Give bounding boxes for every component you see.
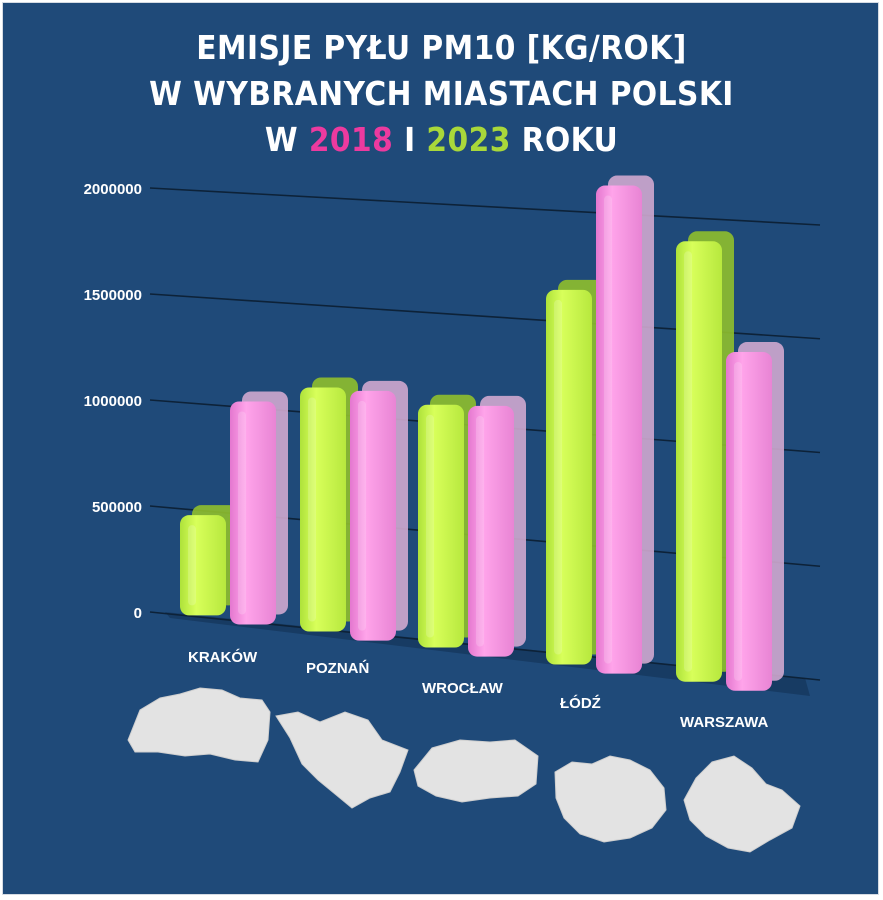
bar-2018 — [596, 175, 654, 674]
bar-2023 — [300, 377, 358, 632]
x-tick-label: POZNAŃ — [306, 660, 369, 677]
x-tick-label: WARSZAWA — [680, 714, 768, 731]
x-tick-label: KRAKÓW — [188, 648, 258, 666]
bars — [180, 175, 784, 691]
bar-2018 — [726, 342, 784, 691]
bar-2023 — [546, 279, 604, 665]
y-tick-label: 500000 — [92, 499, 142, 516]
y-axis-ticks: 0 500000 1000000 1500000 2000000 — [84, 181, 142, 622]
bar-2018 — [350, 380, 408, 641]
title-year-2018: 2018 — [308, 120, 394, 159]
x-tick-label: ŁÓDŹ — [560, 694, 601, 712]
x-tick-label: WROCŁAW — [422, 680, 504, 697]
bar-2023 — [676, 231, 734, 682]
y-tick-label: 1000000 — [84, 393, 142, 410]
y-tick-label: 0 — [134, 605, 142, 622]
title-line-3: W 2018 I 2023 ROKU — [264, 120, 619, 159]
title-line-1: EMISJE PYŁU PM10 [KG/ROK] — [196, 28, 687, 67]
title-year-2023: 2023 — [426, 120, 511, 159]
city-maps — [127, 687, 801, 853]
y-tick-label: 2000000 — [84, 181, 142, 198]
bar-2018 — [230, 391, 288, 625]
y-tick-label: 1500000 — [84, 287, 142, 304]
title-line-2: W WYBRANYCH MIASTACH POLSKI — [149, 74, 734, 113]
warszawa-map-icon — [683, 755, 801, 853]
poznan-map-icon — [275, 711, 409, 809]
bar-2018 — [468, 395, 526, 657]
bar-2023 — [418, 394, 476, 648]
lodz-map-icon — [554, 755, 667, 843]
x-axis-ticks: KRAKÓW POZNAŃ WROCŁAW ŁÓDŹ WARSZAWA — [188, 648, 768, 731]
bar-2023 — [180, 505, 238, 616]
grid-line — [149, 187, 821, 226]
krakow-map-icon — [127, 687, 271, 763]
wroclaw-map-icon — [413, 739, 539, 803]
chart-title: EMISJE PYŁU PM10 [KG/ROK] W WYBRANYCH MI… — [47, 25, 836, 163]
